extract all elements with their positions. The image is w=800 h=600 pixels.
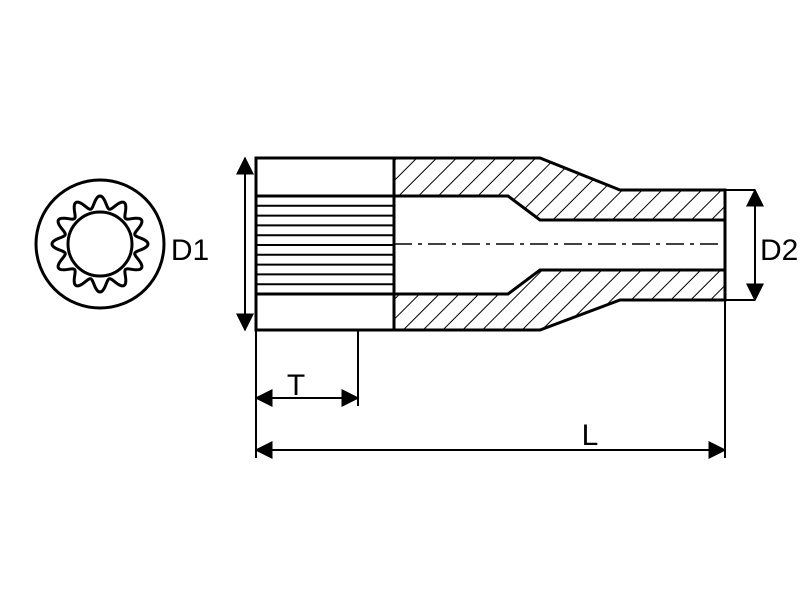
dimension-t: T	[256, 330, 358, 406]
cross-section	[256, 158, 725, 330]
label-d1: D1	[171, 234, 209, 267]
label-l: L	[582, 419, 599, 452]
technical-drawing: D1 D2 T L	[0, 0, 800, 600]
dimension-d1: D1	[171, 158, 245, 330]
end-view	[36, 180, 164, 308]
label-t: T	[287, 369, 305, 402]
label-d2: D2	[760, 234, 798, 267]
dimension-d2: D2	[725, 190, 798, 300]
